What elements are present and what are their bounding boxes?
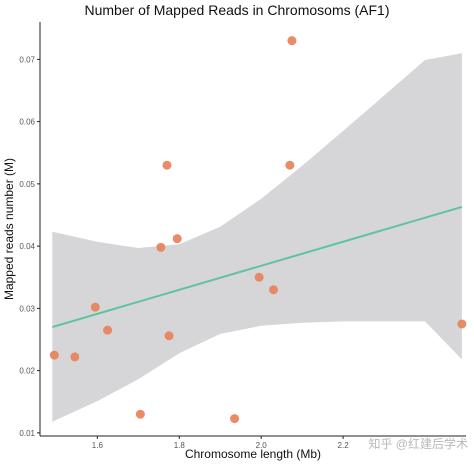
y-tick-label: 0.02 [19,367,35,376]
y-tick-label: 0.01 [19,429,35,438]
y-tick-label: 0.07 [19,55,35,64]
data-point [135,409,145,419]
confidence-band [52,53,462,422]
data-point [164,331,174,341]
y-tick-label: 0.05 [19,180,35,189]
y-tick-label: 0.04 [19,242,35,251]
data-point [90,302,100,312]
confidence-band-layer [52,53,462,422]
x-tick-label: 2.2 [338,441,350,450]
data-point [162,160,172,170]
data-point [103,325,113,335]
data-point [457,319,467,329]
watermark: 知乎 @红建后学术 [368,436,468,451]
points-layer [49,36,467,424]
y-axis-label: Mapped reads number (M) [2,158,16,300]
data-point [285,160,295,170]
data-point [230,414,240,424]
fit-line-layer [52,205,463,329]
x-axis-label: Chromosome length (Mb) [185,447,321,461]
x-ticks: 1.6 1.8 2.0 2.2 [92,436,349,450]
data-point [49,350,59,360]
data-point [268,285,278,295]
data-point [287,36,297,46]
chart-title: Number of Mapped Reads in Chromosoms (AF… [84,2,389,18]
data-point [172,234,182,244]
fit-line [52,205,463,329]
data-point [156,242,166,252]
y-tick-label: 0.06 [19,118,35,127]
data-point [254,272,264,282]
x-tick-label: 1.6 [92,441,104,450]
data-point [70,352,80,362]
x-tick-label: 1.8 [174,441,186,450]
y-ticks: 0.01 0.02 0.03 0.04 0.05 0.06 0.07 [19,55,40,438]
x-tick-label: 2.0 [256,441,268,450]
y-tick-label: 0.03 [19,304,35,313]
